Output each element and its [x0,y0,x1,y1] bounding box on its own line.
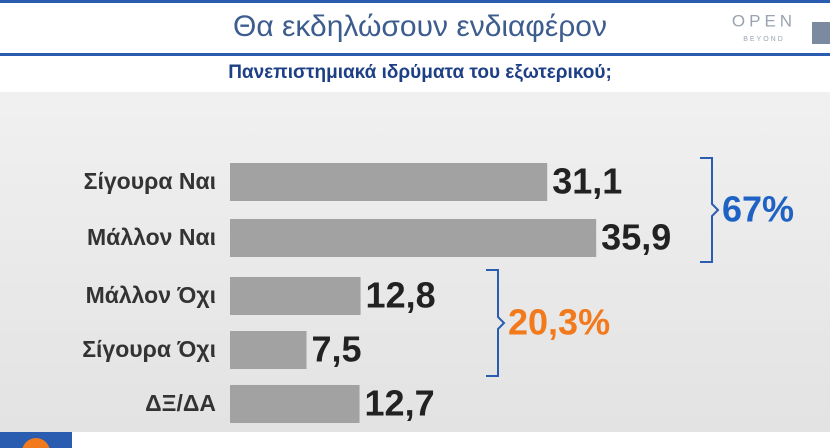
subtitle-banner [0,56,830,92]
channel-logo: OPEN [732,11,796,30]
category-label: Σίγουρα Ναι [84,168,216,194]
group-bracket [486,269,506,377]
chart-title: Θα εκδηλώσουν ενδιαφέρον [233,10,607,43]
category-label: Μάλλον Ναι [87,224,216,250]
group-total: 67% [722,189,794,230]
category-label: ΔΞ/ΔΑ [145,390,216,416]
value-label: 12,8 [366,275,436,316]
logo-block [812,22,830,44]
top-stripe [0,0,830,3]
bar [230,385,360,423]
bar [230,219,597,257]
banner-stripe [0,53,830,56]
group-total: 20,3% [508,302,610,343]
bottom-strip [0,432,830,448]
bar [230,331,307,369]
channel-tagline: BEYOND [743,36,785,43]
value-label: 7,5 [312,329,362,370]
bar [230,277,361,315]
group-bracket [700,157,720,263]
category-label: Σίγουρα Όχι [82,336,216,362]
value-label: 31,1 [552,161,622,202]
chart-subtitle: Πανεπιστημιακά ιδρύματα του εξωτερικού; [228,62,612,83]
category-label: Μάλλον Όχι [86,282,216,308]
bar [230,163,548,201]
value-label: 12,7 [365,383,435,424]
value-label: 35,9 [601,217,671,258]
bottom-icon [22,438,50,448]
title-banner [0,0,830,54]
